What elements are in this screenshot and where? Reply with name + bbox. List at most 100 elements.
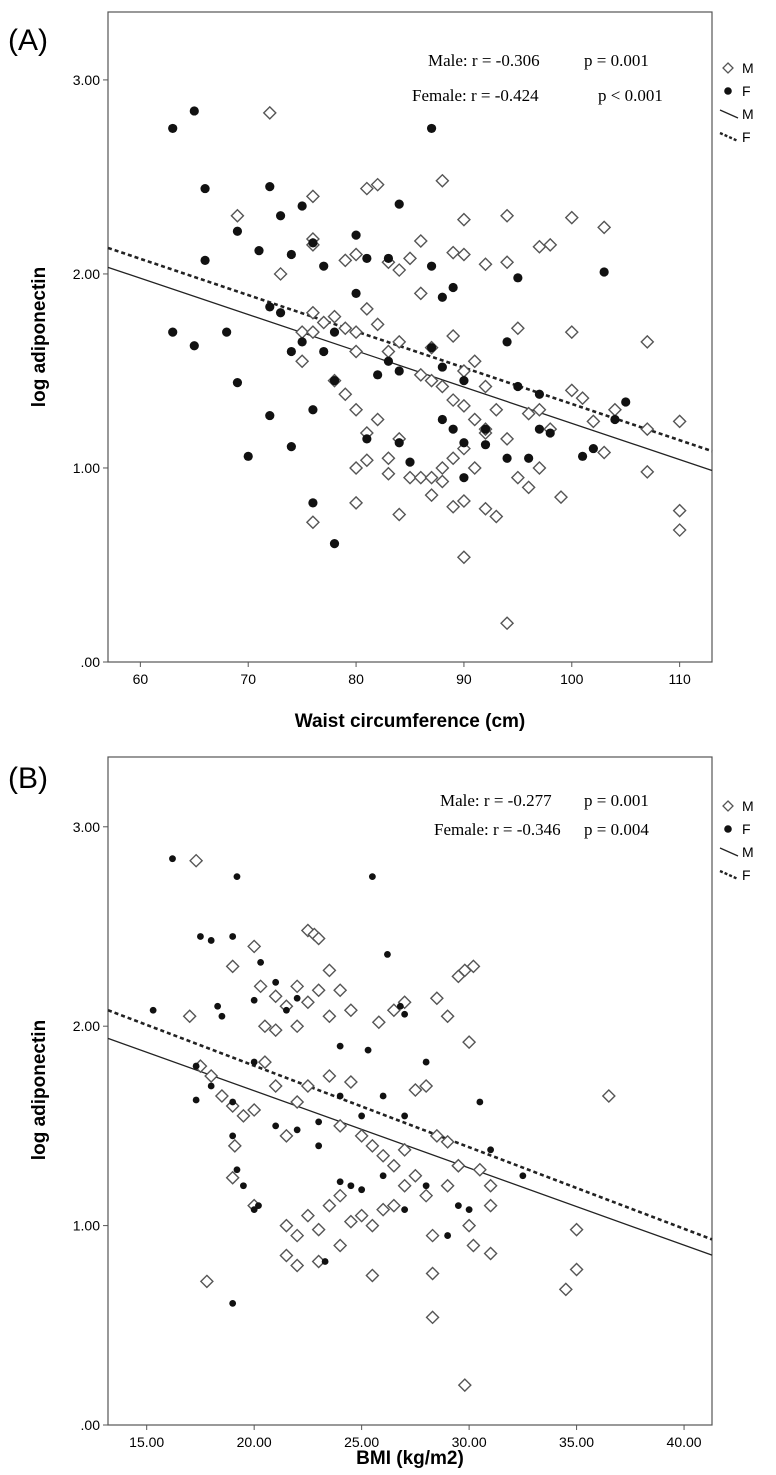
point-female xyxy=(364,1046,372,1054)
point-male xyxy=(500,208,515,223)
point-female xyxy=(362,253,372,264)
point-female xyxy=(250,1206,258,1214)
point-male xyxy=(349,325,364,340)
point-male xyxy=(403,251,417,266)
y-tick-label: 2.00 xyxy=(73,1018,100,1034)
point-female xyxy=(286,346,296,357)
point-male xyxy=(435,379,450,394)
point-male xyxy=(500,255,515,270)
point-male xyxy=(359,453,374,468)
x-tick-label: 70 xyxy=(240,671,256,687)
point-female xyxy=(265,302,275,312)
point-female xyxy=(358,1112,366,1120)
point-male xyxy=(672,503,687,518)
point-male xyxy=(290,1228,305,1243)
point-male xyxy=(413,233,428,248)
point-male xyxy=(419,1188,434,1203)
point-female xyxy=(272,978,280,986)
point-male xyxy=(247,1102,262,1117)
legend-label: M xyxy=(742,844,754,860)
point-female xyxy=(329,539,340,549)
point-male xyxy=(349,460,364,475)
point-male xyxy=(376,1148,391,1163)
point-male xyxy=(262,105,277,120)
scatter-points-a xyxy=(168,105,687,631)
point-female xyxy=(297,201,307,211)
legend-symbol-male-line xyxy=(719,109,739,119)
point-female xyxy=(286,249,296,260)
point-female xyxy=(448,424,458,434)
point-female xyxy=(383,356,394,366)
legend-label: F xyxy=(742,821,751,837)
point-male xyxy=(521,480,536,495)
point-male xyxy=(359,181,374,196)
point-male xyxy=(451,1158,466,1173)
point-male xyxy=(354,1128,369,1143)
annotation-male-p-a: p = 0.001 xyxy=(584,51,649,70)
point-female xyxy=(319,261,329,271)
point-female xyxy=(229,1299,237,1307)
point-male xyxy=(558,1282,573,1297)
point-male xyxy=(467,412,482,427)
point-male xyxy=(457,1378,472,1393)
point-female xyxy=(347,1182,355,1190)
point-male xyxy=(327,309,342,324)
point-female xyxy=(621,397,631,407)
point-male xyxy=(483,1246,498,1261)
point-female xyxy=(250,996,258,1004)
point-male xyxy=(365,1218,380,1233)
point-male xyxy=(381,466,396,481)
x-tick-label: 40.00 xyxy=(667,1434,702,1450)
point-male xyxy=(425,1228,440,1243)
point-female xyxy=(229,1098,237,1106)
point-male xyxy=(189,853,204,868)
point-male xyxy=(365,1268,380,1283)
point-female xyxy=(207,937,215,944)
point-female xyxy=(189,106,199,116)
point-male xyxy=(365,1138,380,1153)
point-female xyxy=(275,211,286,221)
legend-label: F xyxy=(742,83,751,99)
point-male xyxy=(305,515,320,530)
point-female xyxy=(476,1098,484,1106)
point-male xyxy=(376,1202,391,1217)
point-female xyxy=(401,1112,409,1120)
point-male xyxy=(199,1274,214,1289)
point-female xyxy=(233,873,241,881)
annotation-male-r-a: Male: r = -0.306 xyxy=(428,51,540,70)
plot-frame-a xyxy=(107,11,713,663)
point-male xyxy=(290,1094,305,1109)
point-female xyxy=(168,327,178,337)
x-tick-label: 35.00 xyxy=(559,1434,594,1450)
point-female xyxy=(336,1178,344,1186)
legend-label: F xyxy=(742,867,751,883)
point-male xyxy=(597,445,612,460)
point-female xyxy=(459,473,469,483)
point-male xyxy=(467,354,482,369)
point-male xyxy=(227,1138,242,1153)
point-female xyxy=(454,1202,462,1210)
point-male xyxy=(230,208,245,223)
fit-lines-a xyxy=(107,246,713,472)
point-male xyxy=(349,495,364,510)
point-male xyxy=(247,939,262,954)
point-male xyxy=(429,991,444,1006)
point-male xyxy=(381,451,396,466)
legend-label: M xyxy=(742,60,754,76)
point-male xyxy=(268,1079,283,1094)
point-male xyxy=(290,979,305,994)
point-male xyxy=(290,1258,305,1273)
y-axis-label-b: log adiponectin xyxy=(29,1020,50,1160)
point-male xyxy=(532,402,547,417)
point-male xyxy=(338,387,353,402)
point-female xyxy=(243,451,253,461)
point-female xyxy=(437,292,447,302)
point-female xyxy=(426,261,437,271)
point-male xyxy=(456,212,471,227)
point-male xyxy=(489,509,504,524)
point-female xyxy=(283,1006,290,1014)
point-male xyxy=(311,983,326,998)
panel-b: (B) 15.00 20.00 25.00 30.00 35.00 40.00 .00 1.0… xyxy=(8,756,754,1469)
legend-symbol-male-marker xyxy=(722,62,734,74)
point-male xyxy=(349,344,364,359)
